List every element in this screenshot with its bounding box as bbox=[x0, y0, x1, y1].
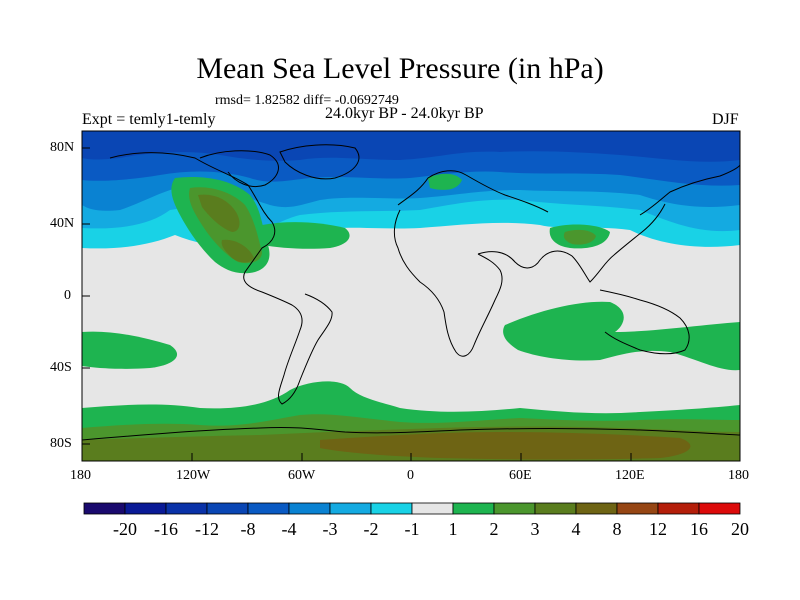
lat-label-40n: 40N bbox=[50, 216, 75, 231]
colorbar-swatch bbox=[534, 502, 577, 515]
stats-text: rmsd= 1.82582 diff= -0.0692749 bbox=[215, 93, 399, 108]
season-label: DJF bbox=[712, 111, 739, 128]
colorbar-label: -2 bbox=[363, 519, 379, 539]
colorbar-label: -12 bbox=[195, 519, 219, 539]
lon-label-180w: 180 bbox=[70, 468, 91, 483]
colorbar-label: 3 bbox=[530, 519, 540, 539]
lat-label-80n: 80N bbox=[50, 140, 75, 155]
lat-label-0: 0 bbox=[64, 288, 71, 303]
colorbar-swatch bbox=[657, 502, 700, 515]
region-pos1-atlantic bbox=[262, 222, 350, 249]
colorbar-label: -4 bbox=[281, 519, 297, 539]
lon-label-120w: 120W bbox=[176, 468, 211, 483]
lon-label-60e: 60E bbox=[509, 468, 532, 483]
colorbar-label: -3 bbox=[322, 519, 338, 539]
colorbar-swatch bbox=[124, 502, 167, 515]
colorbar-label: 20 bbox=[731, 519, 749, 539]
colorbar-swatch bbox=[575, 502, 618, 515]
pressure-field bbox=[82, 131, 740, 461]
colorbar-label: -20 bbox=[113, 519, 137, 539]
lon-label-120e: 120E bbox=[615, 468, 645, 483]
colorbar-swatch bbox=[411, 502, 454, 515]
colorbar bbox=[83, 502, 741, 515]
colorbar-swatch bbox=[329, 502, 372, 515]
period-label: 24.0kyr BP - 24.0kyr BP bbox=[325, 105, 484, 122]
colorbar-swatch bbox=[247, 502, 290, 515]
region-pos3-namerica bbox=[198, 194, 240, 232]
colorbar-label: 4 bbox=[571, 519, 581, 539]
region-pos1-scandinavia bbox=[428, 173, 462, 190]
lon-label-0: 0 bbox=[407, 468, 414, 483]
region-neg8 bbox=[82, 131, 740, 162]
colorbar-label: -1 bbox=[404, 519, 420, 539]
colorbar-swatch bbox=[288, 502, 331, 515]
lat-label-80s: 80S bbox=[50, 436, 72, 451]
region-pos3-mexico bbox=[221, 239, 254, 263]
lat-label-40s: 40S bbox=[50, 360, 72, 375]
experiment-label: Expt = temly1-temly bbox=[82, 111, 216, 128]
colorbar-swatch bbox=[698, 502, 741, 515]
colorbar-label: 1 bbox=[448, 519, 458, 539]
colorbar-swatch bbox=[616, 502, 659, 515]
region-pos1-spacific bbox=[82, 331, 178, 369]
map-title: Mean Sea Level Pressure (in hPa) bbox=[196, 52, 604, 85]
colorbar-label: 2 bbox=[489, 519, 499, 539]
colorbar-label: -16 bbox=[154, 519, 178, 539]
lon-label-60w: 60W bbox=[288, 468, 316, 483]
region-pos4-antarctica bbox=[320, 432, 691, 460]
lon-label-180e: 180 bbox=[728, 468, 749, 483]
region-pos2-asia bbox=[563, 229, 596, 245]
colorbar-swatch bbox=[452, 502, 495, 515]
region-pos1-indian bbox=[503, 301, 740, 371]
colorbar-label: -8 bbox=[240, 519, 256, 539]
colorbar-swatch bbox=[83, 502, 126, 515]
colorbar-label: 16 bbox=[690, 519, 708, 539]
colorbar-swatch bbox=[165, 502, 208, 515]
colorbar-swatch bbox=[206, 502, 249, 515]
colorbar-swatch bbox=[493, 502, 536, 515]
colorbar-label: 8 bbox=[612, 519, 622, 539]
colorbar-label: 12 bbox=[649, 519, 667, 539]
axis-ticks bbox=[82, 147, 632, 461]
colorbar-swatch bbox=[370, 502, 413, 515]
coastlines bbox=[82, 144, 740, 441]
